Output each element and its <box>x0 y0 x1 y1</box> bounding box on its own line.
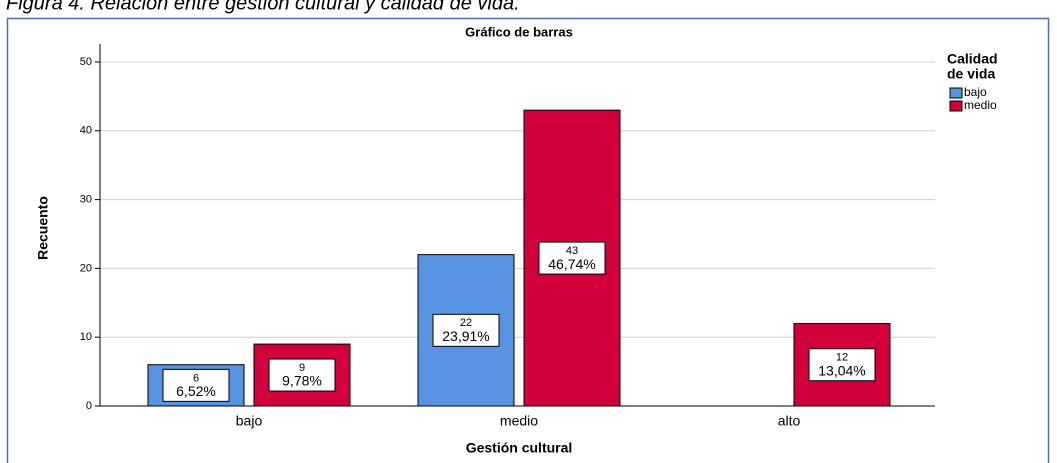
x-axis-title: Gestión cultural <box>466 440 573 456</box>
label-box <box>538 241 606 275</box>
y-axis-title: Recuento <box>35 196 51 260</box>
frame <box>6 17 1050 463</box>
label-box <box>808 348 876 382</box>
legend-label: medio <box>964 98 997 112</box>
percent-label: 9,78% <box>282 373 322 389</box>
percent-label: 46,74% <box>548 256 595 272</box>
value-label: 9 <box>299 362 305 374</box>
y-tick-label: 50 <box>80 56 92 68</box>
y-tick-label: 0 <box>86 400 92 412</box>
label-box <box>432 313 500 347</box>
value-label: 22 <box>460 317 472 329</box>
x-tick-label: alto <box>778 413 801 429</box>
percent-label: 23,91% <box>442 328 489 344</box>
x-tick-label: bajo <box>236 413 263 429</box>
legend-label: bajo <box>964 85 987 99</box>
y-tick-label: 20 <box>80 262 92 274</box>
legend-title: de vida <box>947 66 995 82</box>
value-label: 43 <box>566 245 578 257</box>
legend-title: Calidad <box>947 51 998 67</box>
percent-label: 13,04% <box>818 362 865 378</box>
caption: Figura 4. Relación entre gestión cultura… <box>6 0 520 14</box>
legend-swatch <box>949 100 963 112</box>
value-label: 12 <box>836 352 848 364</box>
y-tick-label: 40 <box>80 125 92 137</box>
legend-swatch <box>949 87 963 99</box>
chart-title: Gráfico de barras <box>465 24 573 39</box>
value-label: 6 <box>193 372 199 384</box>
label-box <box>268 358 336 392</box>
label-box <box>162 368 230 402</box>
y-tick-label: 30 <box>80 194 92 206</box>
x-tick-label: medio <box>500 413 538 429</box>
percent-label: 6,52% <box>176 383 216 399</box>
y-tick-label: 10 <box>80 331 92 343</box>
